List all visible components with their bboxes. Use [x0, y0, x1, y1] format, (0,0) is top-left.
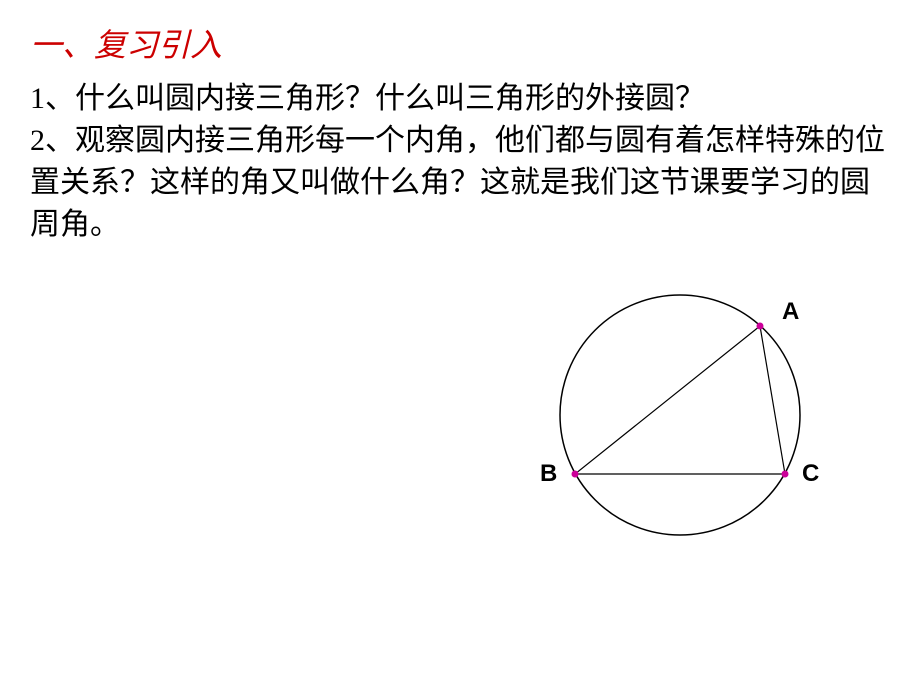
point-b-marker: [572, 471, 578, 477]
paragraph-1: 1、什么叫圆内接三角形？什么叫三角形的外接圆？: [30, 78, 890, 120]
inscribed-triangle: [575, 326, 785, 474]
point-a-marker: [757, 323, 763, 329]
label-b: B: [540, 460, 557, 488]
circle-triangle-diagram: A B C: [500, 260, 880, 580]
section-title: 一、复习引入: [30, 20, 890, 66]
circumscribed-circle: [560, 295, 800, 535]
label-a: A: [782, 298, 799, 326]
diagram-svg: [500, 260, 880, 580]
point-c-marker: [782, 471, 788, 477]
paragraph-2: 2、观察圆内接三角形每一个内角，他们都与圆有着怎样特殊的位置关系？这样的角又叫做…: [30, 120, 890, 246]
label-c: C: [802, 460, 819, 488]
